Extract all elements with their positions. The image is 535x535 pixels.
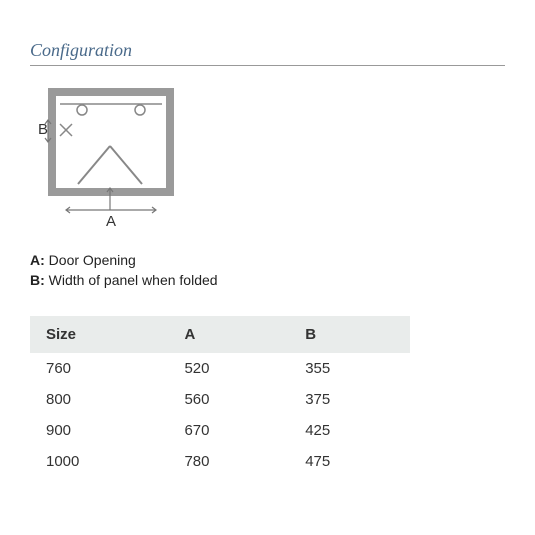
cell: 375 (289, 384, 410, 415)
legend-a-text: Door Opening (45, 252, 136, 268)
table-row: 900 670 425 (30, 415, 410, 446)
size-table: Size A B 760 520 355 800 560 375 900 670… (30, 316, 410, 477)
legend-b-text: Width of panel when folded (45, 272, 218, 288)
table-row: 1000 780 475 (30, 446, 410, 477)
cell: 670 (168, 415, 289, 446)
cell: 355 (289, 353, 410, 384)
cell: 800 (30, 384, 168, 415)
col-a: A (168, 316, 289, 353)
cell: 780 (168, 446, 289, 477)
cell: 560 (168, 384, 289, 415)
cell: 520 (168, 353, 289, 384)
cell: 1000 (30, 446, 168, 477)
configuration-diagram: B A (30, 84, 505, 239)
legend-a-prefix: A: (30, 252, 45, 268)
section-title: Configuration (30, 40, 505, 66)
col-b: B (289, 316, 410, 353)
table-row: 800 560 375 (30, 384, 410, 415)
cell: 900 (30, 415, 168, 446)
diagram-label-a: A (106, 213, 116, 230)
table-row: 760 520 355 (30, 353, 410, 384)
col-size: Size (30, 316, 168, 353)
legend-b-prefix: B: (30, 272, 45, 288)
cell: 425 (289, 415, 410, 446)
cell: 760 (30, 353, 168, 384)
diagram-label-b: B (38, 121, 48, 138)
table-header-row: Size A B (30, 316, 410, 353)
cell: 475 (289, 446, 410, 477)
legend: A: Door Opening B: Width of panel when f… (30, 251, 505, 290)
